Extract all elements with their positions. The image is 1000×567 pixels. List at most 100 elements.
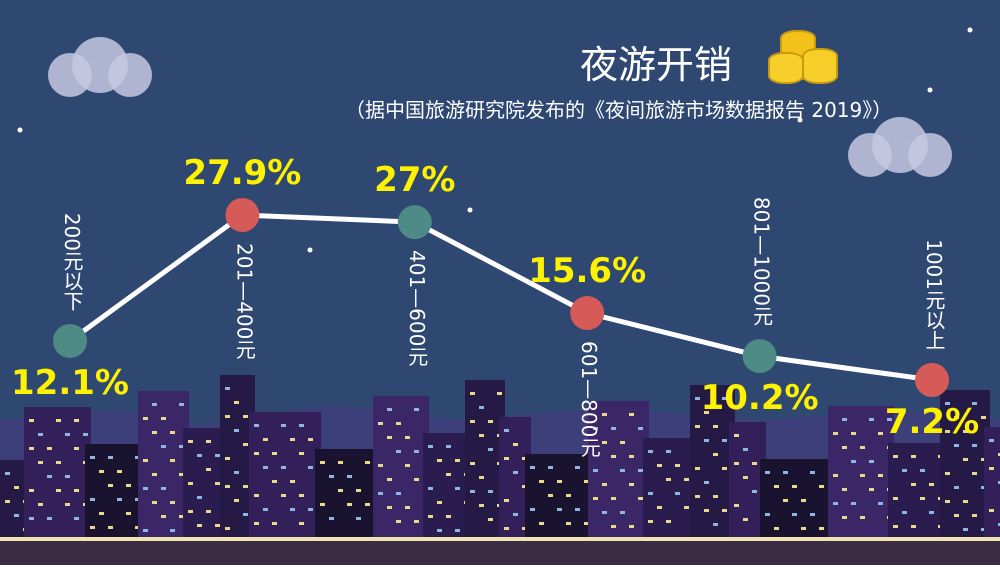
category-label: 801—1000元: [749, 197, 774, 327]
window: [911, 455, 916, 458]
window: [387, 408, 392, 411]
building: [373, 396, 429, 540]
window: [47, 517, 52, 520]
window: [860, 446, 865, 449]
window: [648, 520, 653, 523]
window: [810, 513, 815, 516]
window: [65, 475, 70, 478]
window: [108, 456, 113, 459]
star: [967, 27, 973, 33]
window: [981, 528, 986, 531]
window: [299, 494, 304, 497]
window: [56, 419, 61, 422]
data-point: [397, 205, 432, 240]
window: [299, 522, 304, 525]
window: [38, 503, 43, 506]
chart-title: 夜游开销: [580, 43, 733, 87]
window: [893, 525, 898, 528]
window: [90, 456, 95, 459]
window: [488, 518, 493, 521]
window: [954, 486, 959, 489]
window: [851, 460, 856, 463]
window: [842, 418, 847, 421]
window: [308, 438, 313, 441]
window: [29, 489, 34, 492]
category-label: 401—600元: [404, 250, 429, 367]
window: [455, 487, 460, 490]
window: [833, 502, 838, 505]
ground: [0, 541, 1000, 565]
category-label: 201—400元: [232, 243, 257, 360]
window: [161, 515, 166, 518]
window: [972, 444, 977, 447]
window: [954, 444, 959, 447]
data-label: 7.2%: [884, 402, 980, 442]
window: [56, 461, 61, 464]
window: [329, 475, 334, 478]
window: [981, 416, 986, 419]
window: [206, 468, 211, 471]
window: [929, 511, 934, 514]
window: [945, 500, 950, 503]
category-label: 1001元以上: [922, 239, 946, 350]
window: [281, 466, 286, 469]
window: [254, 494, 259, 497]
window: [179, 445, 184, 448]
window: [470, 462, 475, 465]
window: [842, 516, 847, 519]
window: [215, 482, 220, 485]
window: [851, 502, 856, 505]
window: [513, 513, 518, 516]
window: [833, 432, 838, 435]
data-label: 15.6%: [528, 251, 647, 292]
window: [179, 403, 184, 406]
window: [629, 525, 634, 528]
window: [911, 525, 916, 528]
window: [920, 497, 925, 500]
window: [695, 425, 700, 428]
window: [396, 520, 401, 523]
window: [179, 473, 184, 476]
window: [963, 458, 968, 461]
window: [920, 469, 925, 472]
window: [566, 522, 571, 525]
window: [437, 501, 442, 504]
window: [530, 466, 535, 469]
window: [65, 433, 70, 436]
cloud-puff: [108, 53, 152, 97]
window: [602, 441, 607, 444]
window: [179, 515, 184, 518]
window: [479, 476, 484, 479]
building: [940, 390, 990, 540]
window: [254, 424, 259, 427]
window: [713, 495, 718, 498]
window: [972, 472, 977, 475]
coin-stack-icon: [768, 30, 838, 84]
window: [893, 497, 898, 500]
window: [170, 529, 175, 532]
window: [135, 526, 140, 529]
window: [752, 462, 757, 465]
window: [657, 506, 662, 509]
window: [135, 498, 140, 501]
window: [414, 520, 419, 523]
window: [225, 415, 230, 418]
window: [666, 478, 671, 481]
window: [188, 440, 193, 443]
star: [17, 127, 23, 133]
window: [197, 496, 202, 499]
window: [878, 474, 883, 477]
building: [423, 433, 471, 540]
window: [143, 459, 148, 462]
window: [513, 443, 518, 446]
window: [704, 411, 709, 414]
window: [197, 454, 202, 457]
window: [99, 470, 104, 473]
window: [152, 403, 157, 406]
window: [704, 509, 709, 512]
window: [989, 467, 994, 470]
window: [56, 489, 61, 492]
window: [860, 516, 865, 519]
window: [387, 478, 392, 481]
